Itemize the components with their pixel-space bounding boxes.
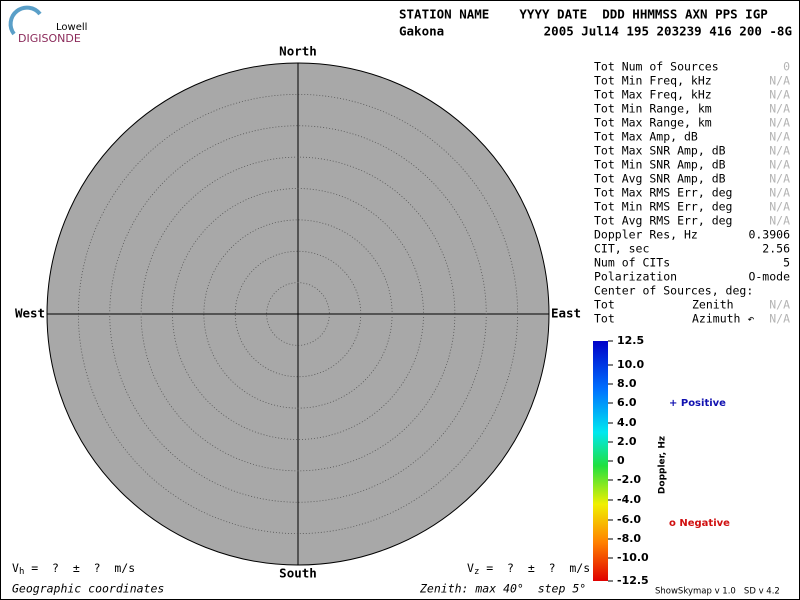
negative-legend: o Negative bbox=[669, 518, 730, 529]
colorbar-tick-label: -12.5 bbox=[617, 574, 649, 587]
stat-sub-label: Azimuth ↶ bbox=[692, 312, 754, 326]
stat-label: Tot Max Range, km bbox=[594, 116, 712, 130]
stat-label: Center of Sources, deg: bbox=[594, 284, 753, 298]
stat-label: Tot Min RMS Err, deg bbox=[594, 200, 732, 214]
stat-label: Polarization bbox=[594, 270, 677, 284]
vz-readout: Vz = ? ± ? m/s bbox=[467, 561, 590, 577]
colorbar-tick-label: 0 bbox=[617, 454, 625, 467]
stat-value: N/A bbox=[769, 74, 790, 88]
stat-value: 2.56 bbox=[762, 242, 790, 256]
zenith-ring bbox=[140, 156, 456, 472]
colorbar-title: Doppler, Hz bbox=[658, 436, 668, 494]
skymap bbox=[46, 62, 550, 566]
zenith-ring bbox=[203, 219, 393, 409]
stat-value: N/A bbox=[769, 200, 790, 214]
stat-label: Tot Max SNR Amp, dB bbox=[594, 144, 726, 158]
colorbar-tick-label: -6.0 bbox=[617, 513, 641, 526]
colorbar-tick-label: 4.0 bbox=[617, 416, 637, 429]
colorbar-tick-label: -8.0 bbox=[617, 532, 641, 545]
stat-value: 0.3906 bbox=[748, 228, 790, 242]
stat-label: Tot Min Range, km bbox=[594, 102, 712, 116]
logo-arc bbox=[8, 5, 42, 36]
stat-value: N/A bbox=[769, 172, 790, 186]
zenith-ring bbox=[234, 250, 362, 378]
header-columns: STATION NAME YYYY DATE DDD HHMMSS AXN PP… bbox=[399, 7, 768, 22]
east-label: East bbox=[551, 306, 581, 321]
stat-label: Doppler Res, Hz bbox=[594, 228, 698, 242]
zenith-note: Zenith: max 40° step 5° bbox=[419, 582, 586, 596]
stat-label: Tot Max Amp, dB bbox=[594, 130, 698, 144]
stat-label: Tot bbox=[594, 298, 615, 312]
stat-value: N/A bbox=[769, 102, 790, 116]
zenith-ring bbox=[266, 282, 330, 346]
colorbar-tick-label: 12.5 bbox=[617, 334, 644, 347]
stat-label: Tot bbox=[594, 312, 615, 326]
stat-value: N/A bbox=[769, 88, 790, 102]
header-values: 2005 Jul14 195 203239 416 200 -8G bbox=[544, 24, 792, 39]
stat-label: Tot Max Freq, kHz bbox=[594, 88, 712, 102]
stat-value: 5 bbox=[783, 256, 790, 270]
stat-label: Tot Max RMS Err, deg bbox=[594, 186, 732, 200]
colorbar-tick-label: 10.0 bbox=[617, 358, 644, 371]
south-label: South bbox=[279, 566, 317, 581]
stat-value: 0 bbox=[783, 60, 790, 74]
colorbar bbox=[593, 341, 608, 581]
stat-label: Tot Num of Sources bbox=[594, 60, 719, 74]
zenith-ring bbox=[172, 188, 424, 440]
stat-label: Tot Avg SNR Amp, dB bbox=[594, 172, 726, 186]
stat-label: Tot Min SNR Amp, dB bbox=[594, 158, 726, 172]
stat-value: N/A bbox=[769, 130, 790, 144]
stat-value: N/A bbox=[769, 186, 790, 200]
north-label: North bbox=[279, 44, 317, 59]
stat-value: N/A bbox=[769, 158, 790, 172]
zenith-ring bbox=[77, 93, 519, 535]
stat-value: N/A bbox=[769, 298, 790, 312]
colorbar-tick-label: 6.0 bbox=[617, 396, 637, 409]
vh-readout: Vh = ? ± ? m/s bbox=[12, 561, 135, 577]
colorbar-tick-label: -4.0 bbox=[617, 493, 641, 506]
zenith-ring bbox=[109, 125, 487, 503]
stat-value: N/A bbox=[769, 116, 790, 130]
stat-label: Tot Min Freq, kHz bbox=[594, 74, 712, 88]
station: Gakona bbox=[399, 24, 444, 39]
stat-sub-label: Zenith bbox=[692, 298, 734, 312]
colorbar-tick-label: 8.0 bbox=[617, 377, 637, 390]
colorbar-tick-label: -2.0 bbox=[617, 473, 641, 486]
positive-legend: + Positive bbox=[669, 398, 726, 409]
stat-value: O-mode bbox=[748, 270, 790, 284]
stat-label: CIT, sec bbox=[594, 242, 649, 256]
stat-value: N/A bbox=[769, 312, 790, 326]
west-label: West bbox=[15, 306, 45, 321]
logo-top: Lowell bbox=[56, 22, 87, 33]
version: ShowSkymap v 1.0 SD v 4.2 bbox=[655, 587, 780, 597]
coordinates-note: Geographic coordinates bbox=[12, 582, 164, 596]
colorbar-tick-label: -10.0 bbox=[617, 551, 649, 564]
stat-label: Tot Avg RMS Err, deg bbox=[594, 214, 732, 228]
stat-value: N/A bbox=[769, 214, 790, 228]
stat-label: Num of CITs bbox=[594, 256, 670, 270]
stat-value: N/A bbox=[769, 144, 790, 158]
colorbar-tick-label: 2.0 bbox=[617, 435, 637, 448]
logo-bottom: DIGISONDE bbox=[18, 32, 81, 45]
